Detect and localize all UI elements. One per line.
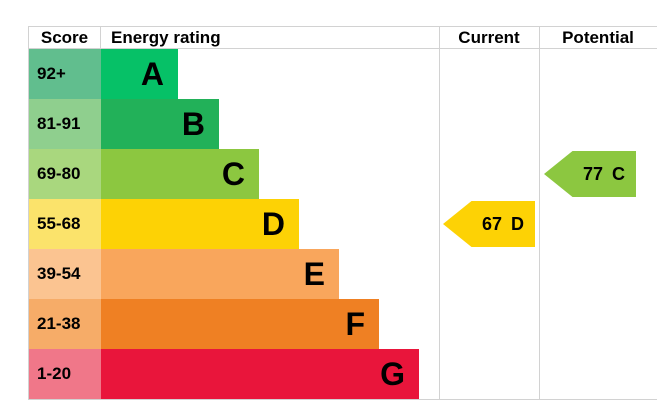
score-range-cell: 21-38 xyxy=(29,299,101,349)
potential-rating-grade: C xyxy=(612,163,626,184)
grade-bar: E xyxy=(101,249,339,299)
grade-letter: F xyxy=(345,306,365,342)
grade-bar: C xyxy=(101,149,259,199)
grade-bar: F xyxy=(101,299,379,349)
score-range-cell: 55-68 xyxy=(29,199,101,249)
grade-bar: A xyxy=(101,49,178,99)
header-energy-rating: Energy rating xyxy=(111,28,221,47)
divider-potential-column xyxy=(539,27,540,399)
grade-bar: D xyxy=(101,199,299,249)
score-range-cell: 69-80 xyxy=(29,149,101,199)
score-range-cell: 1-20 xyxy=(29,349,101,399)
score-range-label: 92+ xyxy=(37,64,66,83)
band-rows: 92+ A 81-91 B 69-80 C 55-68 D 39-54 E xyxy=(29,49,657,399)
grade-bar: B xyxy=(101,99,219,149)
current-rating-score: 67 xyxy=(481,213,503,234)
current-rating-grade: D xyxy=(511,213,525,234)
grade-letter: D xyxy=(261,206,285,242)
score-range-label: 69-80 xyxy=(37,164,81,183)
grade-letter: A xyxy=(140,56,164,92)
score-range-label: 39-54 xyxy=(37,264,81,283)
score-range-cell: 81-91 xyxy=(29,99,101,149)
score-range-label: 81-91 xyxy=(37,114,81,133)
band-row: 39-54 E xyxy=(29,249,657,299)
grade-letter: G xyxy=(380,356,405,392)
band-row: 69-80 C xyxy=(29,149,657,199)
score-range-cell: 39-54 xyxy=(29,249,101,299)
grade-letter: E xyxy=(303,256,325,292)
band-row: 1-20 G xyxy=(29,349,657,399)
header-potential: Potential xyxy=(562,28,634,47)
header-current: Current xyxy=(458,28,520,47)
band-row: 55-68 D xyxy=(29,199,657,249)
grade-letter: C xyxy=(221,156,245,192)
header-score: Score xyxy=(29,27,101,48)
table-header-row: Score Energy rating Current Potential xyxy=(29,27,657,49)
epc-table: Score Energy rating Current Potential 92… xyxy=(28,26,657,400)
score-range-label: 55-68 xyxy=(37,214,81,233)
band-row: 81-91 B xyxy=(29,99,657,149)
divider-current-column xyxy=(439,27,440,399)
score-range-cell: 92+ xyxy=(29,49,101,99)
potential-rating-score: 77 xyxy=(582,163,604,184)
score-range-label: 1-20 xyxy=(37,364,72,383)
band-row: 21-38 F xyxy=(29,299,657,349)
grade-letter: B xyxy=(181,106,205,142)
grade-bar: G xyxy=(101,349,419,399)
band-row: 92+ A xyxy=(29,49,657,99)
score-range-label: 21-38 xyxy=(37,314,81,333)
